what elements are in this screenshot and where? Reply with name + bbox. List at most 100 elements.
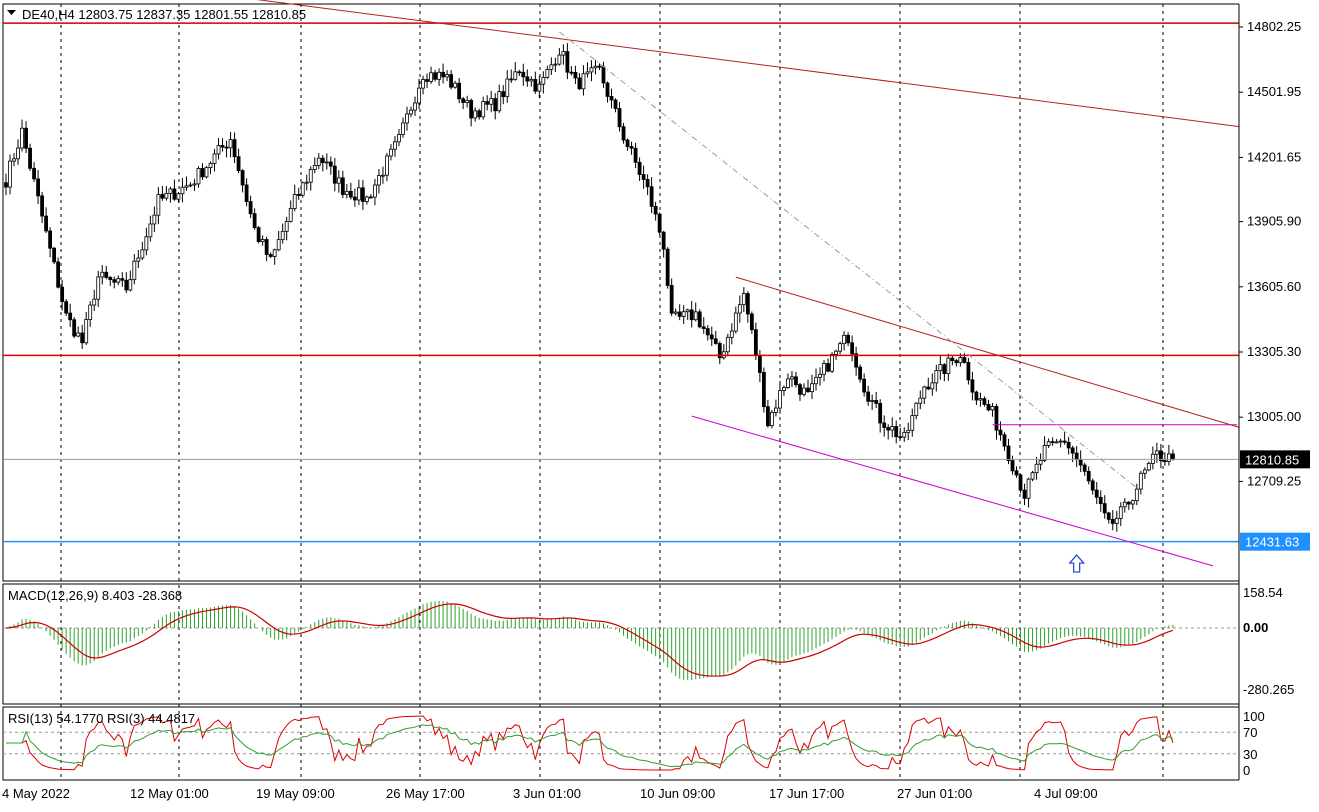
candle-body	[545, 68, 550, 78]
candle-body	[1038, 460, 1043, 465]
candle-body	[826, 363, 830, 372]
candle-body	[144, 236, 149, 251]
candle-body	[934, 370, 939, 384]
candle-body	[970, 379, 975, 393]
candle-body	[481, 101, 486, 118]
candle-body	[589, 67, 594, 73]
candle-body	[4, 182, 8, 188]
candle-body	[822, 363, 826, 375]
candle-body	[717, 343, 722, 359]
candle-body	[914, 402, 919, 417]
candle-body	[713, 338, 718, 344]
candle-body	[601, 66, 606, 84]
candle-body	[537, 83, 542, 92]
candle-body	[216, 145, 221, 155]
time-axis-label: 12 May 01:00	[130, 786, 209, 801]
macd-signal-line	[5, 603, 1174, 677]
price-tick-label: 14501.95	[1247, 84, 1301, 99]
candle-body	[264, 239, 269, 255]
candle-body	[60, 286, 65, 303]
candle-body	[220, 145, 225, 148]
candle-body	[681, 311, 686, 317]
candle-body	[381, 174, 385, 177]
candle-body	[8, 160, 12, 188]
candle-body	[878, 402, 883, 424]
candle-body	[196, 168, 201, 185]
candle-body	[1062, 440, 1067, 443]
candle-body	[172, 188, 177, 200]
candle-body	[1118, 506, 1123, 519]
candle-body	[605, 82, 610, 97]
candle-body	[633, 147, 638, 163]
candle-body	[990, 406, 995, 411]
candle-body	[709, 334, 714, 340]
candle-body	[862, 378, 867, 393]
candle-body	[200, 168, 205, 178]
candle-body	[393, 141, 397, 150]
candle-body	[136, 257, 141, 262]
candle-body	[1098, 496, 1103, 505]
candle-body	[389, 148, 393, 157]
candle-body	[148, 223, 153, 238]
candle-body	[513, 71, 518, 80]
candle-body	[493, 98, 498, 112]
candle-body	[701, 326, 706, 329]
candle-body	[292, 194, 297, 209]
candle-body	[593, 65, 598, 69]
candle-body	[910, 415, 915, 431]
candle-body	[340, 177, 345, 195]
candle-body	[1167, 453, 1171, 462]
candle-body	[168, 188, 173, 194]
candle-body	[814, 376, 818, 385]
candle-body	[332, 165, 337, 184]
candle-body	[208, 162, 213, 169]
candle-body	[485, 101, 490, 105]
candle-body	[421, 79, 425, 89]
candle-body	[501, 91, 506, 98]
candle-body	[48, 230, 53, 249]
candle-body	[268, 254, 273, 257]
current-price-label: 12810.85	[1245, 452, 1299, 467]
candle-body	[112, 279, 117, 283]
rsi-tick-label: 30	[1243, 747, 1257, 762]
candle-body	[284, 220, 289, 232]
candle-body	[1171, 453, 1175, 460]
candle-body	[16, 147, 20, 160]
candle-body	[641, 174, 646, 180]
time-axis-label: 4 Jul 09:00	[1034, 786, 1098, 801]
candle-body	[918, 397, 923, 404]
candle-body	[84, 319, 89, 344]
candle-body	[798, 384, 802, 395]
candle-body	[705, 328, 710, 336]
symbol-ohlc-header: DE40,H4 12803.75 12837.35 12801.55 12810…	[22, 7, 306, 22]
candle-body	[770, 412, 774, 427]
candle-body	[541, 77, 546, 85]
candle-body	[1006, 445, 1011, 461]
candle-body	[457, 82, 462, 100]
candle-body	[986, 404, 991, 411]
candle-body	[954, 360, 959, 364]
candle-body	[1018, 474, 1023, 491]
candle-body	[1102, 503, 1107, 514]
candle-body	[1030, 472, 1035, 480]
blue-level-label: 12431.63	[1245, 535, 1299, 550]
candle-body	[377, 175, 381, 186]
candle-body	[1146, 463, 1151, 471]
candle-body	[72, 319, 77, 337]
candle-body	[320, 157, 325, 164]
candle-body	[1158, 450, 1163, 462]
candle-body	[92, 298, 97, 306]
candle-body	[124, 279, 129, 291]
candle-body	[757, 354, 762, 373]
candle-body	[385, 155, 389, 176]
candle-body	[950, 357, 955, 362]
candle-body	[946, 357, 951, 375]
candle-body	[1054, 441, 1059, 444]
candle-body	[152, 214, 157, 225]
candle-body	[673, 311, 678, 314]
candle-body	[649, 186, 654, 207]
candle-body	[1046, 441, 1051, 446]
candle-body	[24, 127, 28, 149]
